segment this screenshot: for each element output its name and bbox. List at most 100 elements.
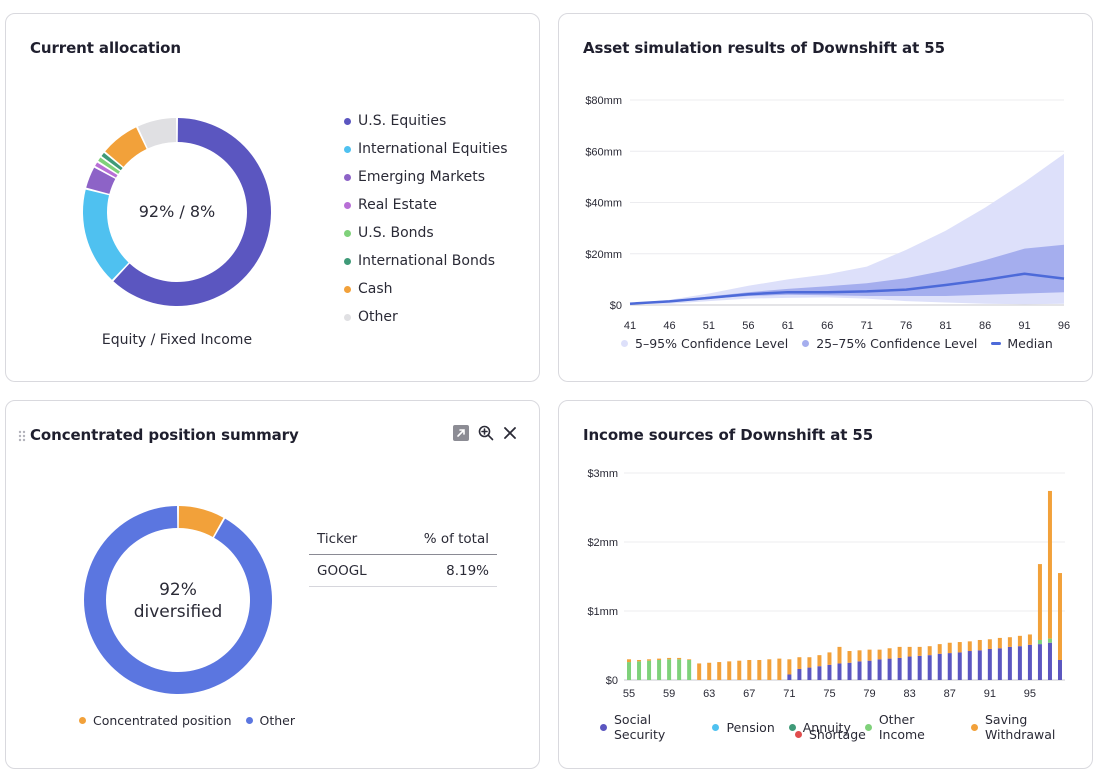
bar-saving-withdrawal[interactable]: [977, 639, 982, 651]
bar-other-income[interactable]: [667, 659, 672, 680]
bar-other-income[interactable]: [677, 659, 682, 680]
bar-social-security[interactable]: [907, 656, 912, 680]
bar-other-income[interactable]: [687, 659, 692, 680]
bar-social-security[interactable]: [997, 648, 1002, 680]
bar-saving-withdrawal[interactable]: [887, 648, 892, 659]
bar-other-income[interactable]: [647, 660, 652, 680]
bar-social-security[interactable]: [817, 666, 822, 680]
bar-social-security[interactable]: [1047, 642, 1052, 680]
legend-item-cash[interactable]: Cash: [344, 275, 508, 303]
bar-social-security[interactable]: [987, 648, 992, 680]
legend-item-saving-withdrawal[interactable]: Saving Withdrawal: [970, 712, 1092, 742]
bar-social-security[interactable]: [1017, 646, 1022, 680]
legend-item-pension[interactable]: Pension: [712, 720, 775, 735]
bar-saving-withdrawal[interactable]: [707, 662, 712, 680]
bar-saving-withdrawal[interactable]: [637, 659, 642, 662]
drag-handle-icon[interactable]: [18, 430, 26, 442]
bar-saving-withdrawal[interactable]: [757, 659, 762, 680]
bar-saving-withdrawal[interactable]: [1037, 564, 1042, 640]
legend-item-concentrated[interactable]: Concentrated position: [79, 713, 232, 728]
legend-item-social-security[interactable]: Social Security: [600, 712, 698, 742]
bar-saving-withdrawal[interactable]: [907, 646, 912, 657]
slice-cash[interactable]: [105, 127, 147, 167]
bar-saving-withdrawal[interactable]: [767, 659, 772, 680]
legend-item-emerging-markets[interactable]: Emerging Markets: [344, 163, 508, 191]
slice-other[interactable]: [137, 118, 177, 149]
bar-social-security[interactable]: [827, 664, 832, 680]
legend-item-median[interactable]: Median: [991, 336, 1053, 351]
bar-social-security[interactable]: [947, 653, 952, 680]
bar-social-security[interactable]: [1057, 659, 1062, 680]
bar-social-security[interactable]: [1007, 646, 1012, 680]
slice-international-equities[interactable]: [83, 189, 129, 280]
bar-saving-withdrawal[interactable]: [917, 646, 922, 656]
bar-social-security[interactable]: [1037, 644, 1042, 680]
bar-saving-withdrawal[interactable]: [877, 649, 882, 660]
bar-saving-withdrawal[interactable]: [1057, 573, 1062, 660]
bar-social-security[interactable]: [837, 663, 842, 680]
legend-item-international-bonds[interactable]: International Bonds: [344, 247, 508, 275]
legend-item-25-75[interactable]: 25–75% Confidence Level: [802, 336, 977, 351]
bar-social-security[interactable]: [887, 658, 892, 680]
slice-u-s-bonds[interactable]: [98, 157, 120, 174]
bar-social-security[interactable]: [867, 660, 872, 680]
bar-saving-withdrawal[interactable]: [727, 661, 732, 680]
bar-social-security[interactable]: [847, 662, 852, 680]
bar-saving-withdrawal[interactable]: [837, 646, 842, 664]
bar-saving-withdrawal[interactable]: [867, 649, 872, 661]
bar-saving-withdrawal[interactable]: [677, 657, 682, 660]
column-header-pct[interactable]: % of total: [393, 525, 497, 555]
bar-saving-withdrawal[interactable]: [957, 642, 962, 653]
slice-emerging-markets[interactable]: [86, 167, 116, 194]
bar-saving-withdrawal[interactable]: [667, 657, 672, 660]
bar-saving-withdrawal[interactable]: [997, 637, 1002, 649]
legend-item-other[interactable]: Other: [245, 713, 295, 728]
bar-saving-withdrawal[interactable]: [1027, 634, 1032, 645]
legend-item-other[interactable]: Other: [344, 303, 508, 331]
bar-saving-withdrawal[interactable]: [777, 658, 782, 680]
bar-social-security[interactable]: [937, 653, 942, 680]
bar-other-income[interactable]: [637, 661, 642, 680]
bar-social-security[interactable]: [957, 652, 962, 680]
bar-saving-withdrawal[interactable]: [827, 652, 832, 665]
bar-saving-withdrawal[interactable]: [717, 662, 722, 680]
bar-social-security[interactable]: [927, 655, 932, 680]
slice-real-estate[interactable]: [95, 162, 118, 178]
bar-social-security[interactable]: [897, 657, 902, 680]
bar-saving-withdrawal[interactable]: [787, 659, 792, 675]
legend-item-u-s-equities[interactable]: U.S. Equities: [344, 107, 508, 135]
bar-social-security[interactable]: [807, 667, 812, 680]
bar-saving-withdrawal[interactable]: [1017, 635, 1022, 647]
bar-other-income[interactable]: [627, 662, 632, 680]
column-header-ticker[interactable]: Ticker: [309, 525, 394, 555]
legend-item-real-estate[interactable]: Real Estate: [344, 191, 508, 219]
bar-saving-withdrawal[interactable]: [1047, 490, 1052, 639]
bar-other-income[interactable]: [657, 659, 662, 680]
bar-saving-withdrawal[interactable]: [1007, 637, 1012, 647]
open-external-icon[interactable]: [453, 425, 469, 446]
close-icon[interactable]: [503, 426, 517, 445]
bar-social-security[interactable]: [787, 674, 792, 680]
slice-u-s-equities[interactable]: [113, 118, 271, 306]
bar-saving-withdrawal[interactable]: [817, 655, 822, 667]
bar-social-security[interactable]: [857, 661, 862, 680]
bar-saving-withdrawal[interactable]: [947, 642, 952, 654]
bar-saving-withdrawal[interactable]: [747, 659, 752, 680]
bar-social-security[interactable]: [977, 650, 982, 680]
bar-other-income[interactable]: [1047, 638, 1052, 643]
legend-item-u-s-bonds[interactable]: U.S. Bonds: [344, 219, 508, 247]
legend-item-annuity[interactable]: Annuity: [788, 720, 851, 735]
bar-saving-withdrawal[interactable]: [847, 651, 852, 663]
bar-saving-withdrawal[interactable]: [647, 659, 652, 661]
bar-social-security[interactable]: [917, 655, 922, 680]
slice-other[interactable]: [83, 506, 272, 694]
bar-saving-withdrawal[interactable]: [797, 657, 802, 669]
bar-saving-withdrawal[interactable]: [927, 646, 932, 656]
legend-item-other-income[interactable]: Other Income: [864, 712, 957, 742]
slice-international-bonds[interactable]: [101, 152, 123, 171]
bar-saving-withdrawal[interactable]: [937, 644, 942, 654]
bar-saving-withdrawal[interactable]: [967, 641, 972, 652]
bar-social-security[interactable]: [967, 651, 972, 680]
legend-item-shortage[interactable]: Shortage: [795, 727, 866, 742]
bar-social-security[interactable]: [1027, 644, 1032, 680]
